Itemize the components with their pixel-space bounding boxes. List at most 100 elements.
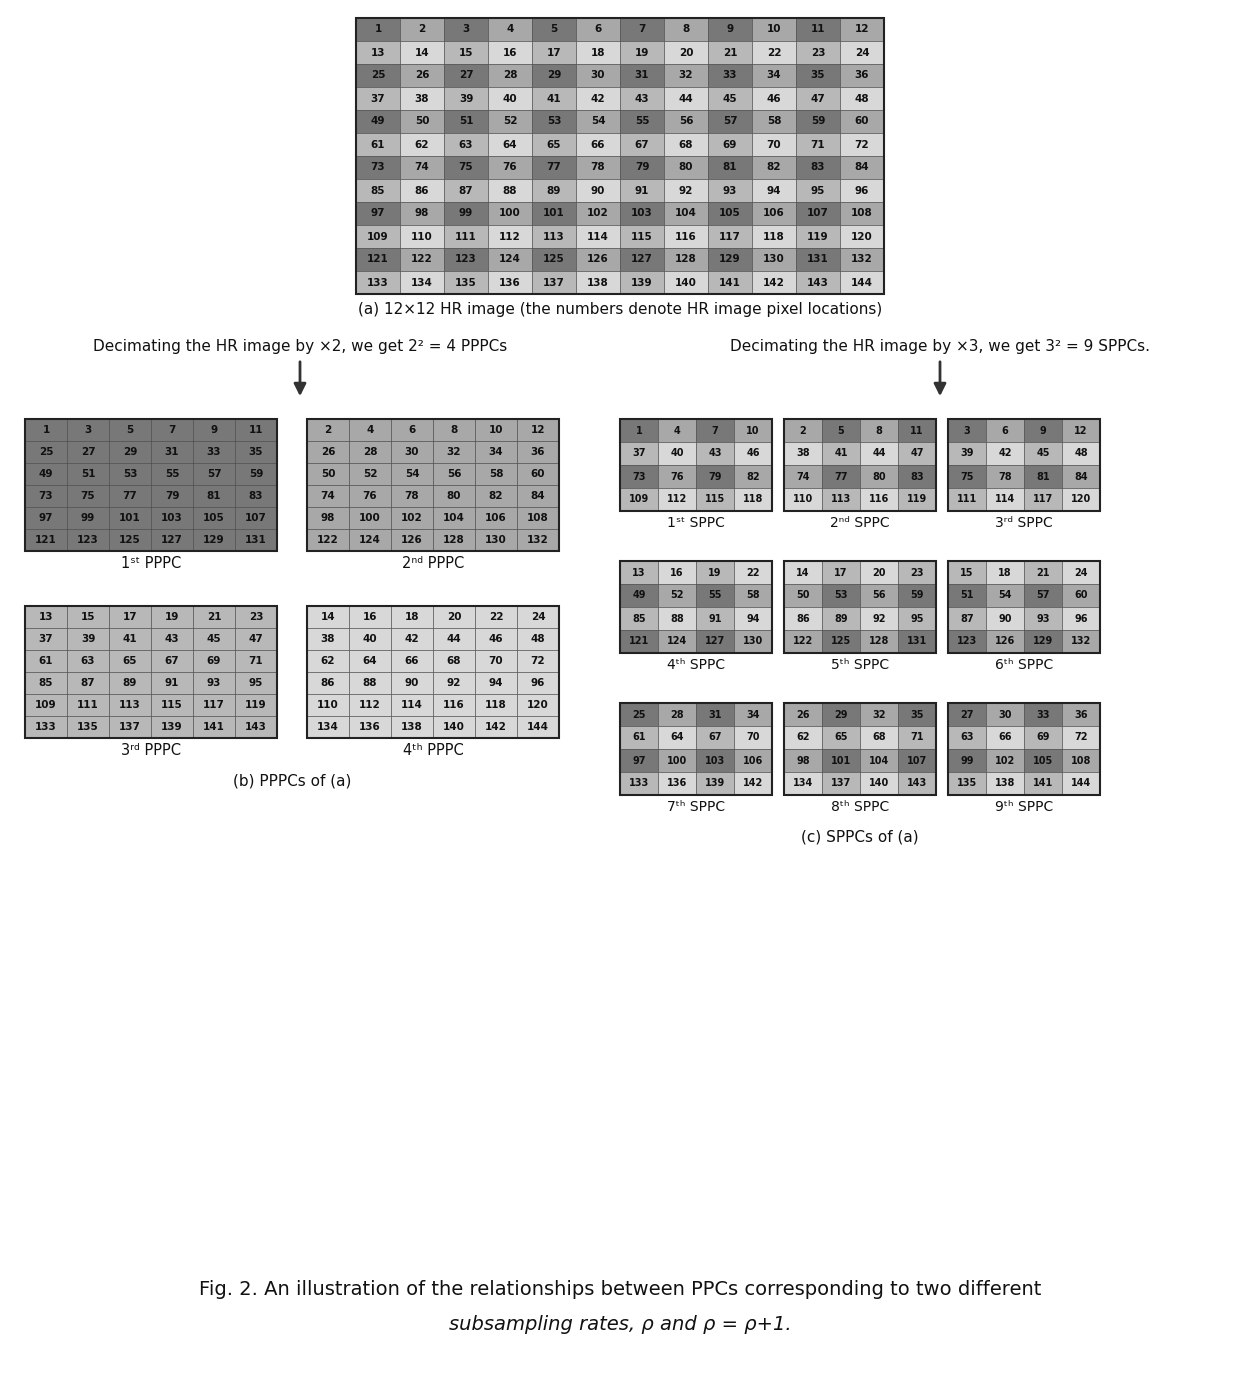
Bar: [532, 248, 577, 271]
Bar: [784, 607, 822, 631]
Text: 88: 88: [502, 185, 517, 195]
Bar: [348, 485, 391, 508]
Bar: [796, 111, 839, 133]
Text: 39: 39: [81, 633, 95, 644]
Bar: [708, 64, 751, 87]
Text: 21: 21: [723, 47, 738, 58]
Bar: [839, 41, 884, 64]
Bar: [433, 716, 475, 739]
Text: 118: 118: [763, 231, 785, 242]
Bar: [109, 441, 151, 463]
Bar: [751, 178, 796, 202]
Bar: [433, 508, 475, 530]
Text: 82: 82: [746, 472, 760, 481]
Text: 1: 1: [374, 25, 382, 35]
Bar: [433, 628, 475, 650]
Text: 134: 134: [317, 722, 339, 732]
Text: 68: 68: [446, 656, 461, 667]
Text: 131: 131: [246, 535, 267, 545]
Text: 22: 22: [746, 567, 760, 578]
Bar: [308, 650, 348, 672]
Text: 56: 56: [678, 116, 693, 126]
Bar: [193, 606, 236, 628]
Bar: [784, 584, 822, 607]
Text: 71: 71: [811, 140, 826, 149]
Bar: [489, 133, 532, 156]
Text: 19: 19: [708, 567, 722, 578]
Text: 53: 53: [547, 116, 562, 126]
Text: 136: 136: [667, 779, 687, 788]
Bar: [822, 607, 861, 631]
Bar: [986, 631, 1024, 653]
Text: 3: 3: [963, 426, 971, 436]
Bar: [663, 111, 708, 133]
Bar: [25, 606, 67, 628]
Bar: [734, 465, 773, 488]
Text: 75: 75: [81, 491, 95, 501]
Text: 74: 74: [414, 162, 429, 173]
Text: 100: 100: [360, 513, 381, 523]
Bar: [401, 18, 444, 41]
Bar: [663, 64, 708, 87]
Text: 56: 56: [872, 591, 885, 600]
Bar: [444, 202, 489, 225]
Text: 87: 87: [960, 614, 973, 624]
Bar: [67, 672, 109, 694]
Text: 74: 74: [321, 491, 335, 501]
Bar: [489, 271, 532, 295]
Bar: [861, 607, 898, 631]
Bar: [517, 485, 559, 508]
Text: 139: 139: [704, 779, 725, 788]
Bar: [236, 672, 277, 694]
Text: 124: 124: [498, 254, 521, 264]
Text: 47: 47: [249, 633, 263, 644]
Text: 7ᵗʰ SPPC: 7ᵗʰ SPPC: [667, 799, 725, 815]
Text: 29: 29: [835, 709, 848, 719]
Text: 106: 106: [485, 513, 507, 523]
Bar: [1024, 750, 1061, 772]
Bar: [822, 561, 861, 584]
Text: 109: 109: [35, 700, 57, 709]
Bar: [839, 225, 884, 248]
Bar: [517, 694, 559, 716]
Bar: [433, 419, 475, 441]
Text: 33: 33: [1037, 709, 1050, 719]
Text: 144: 144: [527, 722, 549, 732]
Bar: [898, 703, 936, 726]
Bar: [356, 271, 401, 295]
Text: 58: 58: [489, 469, 503, 479]
Text: 132: 132: [851, 254, 873, 264]
Bar: [620, 465, 658, 488]
Text: 38: 38: [321, 633, 335, 644]
Bar: [822, 703, 861, 726]
Bar: [696, 443, 734, 465]
Text: 18: 18: [590, 47, 605, 58]
Bar: [898, 488, 936, 510]
Text: 51: 51: [459, 116, 474, 126]
Bar: [658, 703, 696, 726]
Text: 109: 109: [629, 495, 649, 505]
Bar: [308, 606, 348, 628]
Text: 87: 87: [459, 185, 474, 195]
Bar: [517, 508, 559, 530]
Bar: [193, 485, 236, 508]
Bar: [517, 716, 559, 739]
Bar: [577, 156, 620, 178]
Text: 113: 113: [543, 231, 565, 242]
Text: 65: 65: [835, 733, 848, 743]
Text: 5: 5: [551, 25, 558, 35]
Bar: [444, 87, 489, 111]
Text: 96: 96: [531, 678, 546, 687]
Text: 62: 62: [796, 733, 810, 743]
Text: 17: 17: [547, 47, 562, 58]
Text: 1: 1: [636, 426, 642, 436]
Bar: [475, 672, 517, 694]
Text: 67: 67: [165, 656, 180, 667]
Bar: [356, 225, 401, 248]
Bar: [751, 18, 796, 41]
Text: 43: 43: [165, 633, 180, 644]
Text: 78: 78: [590, 162, 605, 173]
Bar: [620, 561, 658, 584]
Bar: [620, 248, 663, 271]
Text: 13: 13: [38, 613, 53, 622]
